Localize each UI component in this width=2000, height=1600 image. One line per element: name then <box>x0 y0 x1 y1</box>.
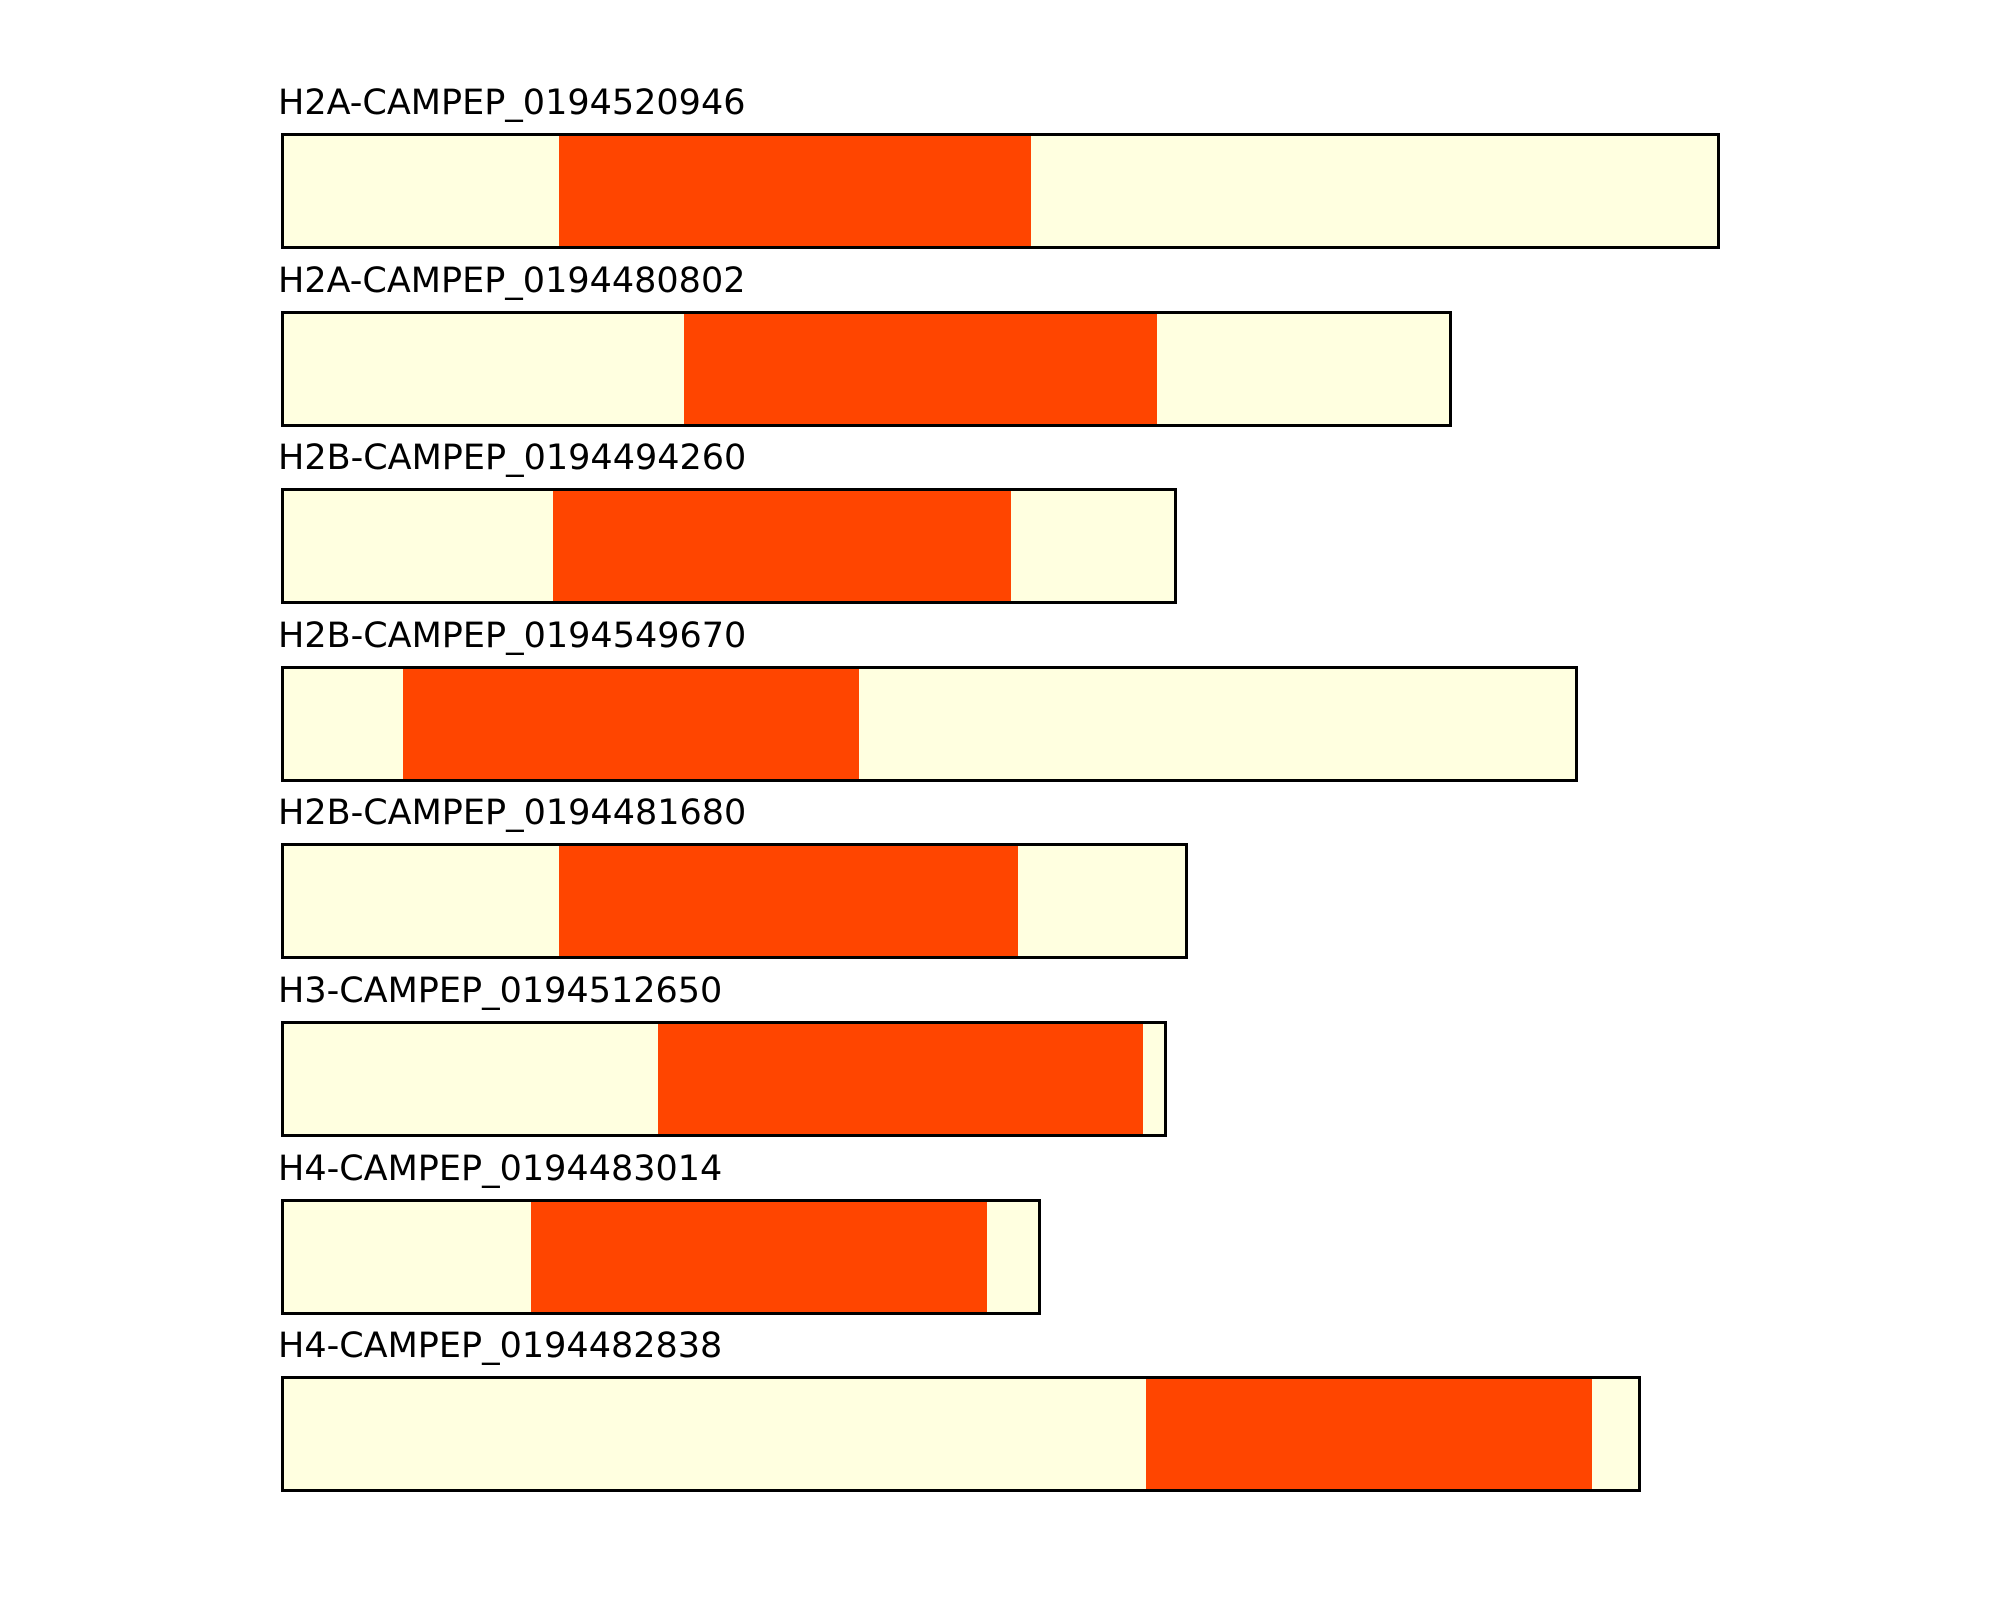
peptide-label: H3-CAMPEP_0194512650 <box>278 971 723 1011</box>
peptide-bar <box>281 488 1177 605</box>
peptide-label: H2A-CAMPEP_0194520946 <box>278 83 746 123</box>
peptide-bar <box>281 1021 1167 1137</box>
highlight-region <box>1146 1379 1592 1490</box>
highlight-region <box>684 313 1157 424</box>
peptide-bar <box>281 310 1452 427</box>
peptide-bar <box>281 1376 1641 1493</box>
peptide-bar <box>281 133 1720 249</box>
peptide-label: H4-CAMPEP_0194482838 <box>278 1326 723 1367</box>
highlight-region <box>559 846 1018 957</box>
peptide-label: H2B-CAMPEP_0194481680 <box>278 793 747 834</box>
highlight-region <box>559 136 1031 246</box>
peptide-bar <box>281 1198 1041 1315</box>
highlight-region <box>553 491 1011 602</box>
peptide-label: H2A-CAMPEP_0194480802 <box>278 260 746 301</box>
highlight-region <box>658 1024 1143 1134</box>
peptide-label: H2B-CAMPEP_0194549670 <box>278 615 747 656</box>
peptide-label: H4-CAMPEP_0194483014 <box>278 1148 723 1189</box>
highlight-region <box>403 668 859 779</box>
highlight-region <box>531 1201 987 1312</box>
peptide-bar <box>281 665 1578 782</box>
peptide-label: H2B-CAMPEP_0194494260 <box>278 438 747 479</box>
peptide-bar <box>281 843 1188 960</box>
